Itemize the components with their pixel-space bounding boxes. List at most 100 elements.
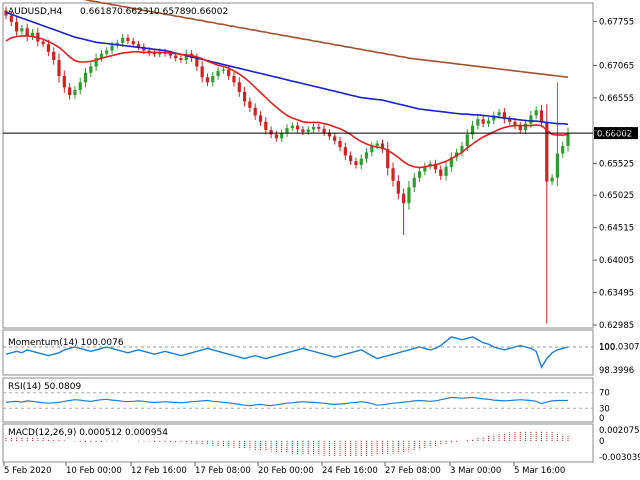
- candle-body: [62, 75, 66, 88]
- price-tick-label: 0.64005: [599, 256, 634, 266]
- candle-body: [68, 87, 72, 96]
- time-tick-label: 20 Feb 00:00: [258, 466, 314, 476]
- candle-body: [523, 123, 528, 131]
- price-tick-label: 0.64515: [599, 224, 634, 234]
- candle-body: [179, 58, 183, 61]
- time-tick-label: 5 Mar 16:00: [514, 466, 565, 476]
- price-tick-label: 0.66555: [599, 94, 634, 104]
- time-tick-label: 10 Feb 00:00: [66, 466, 122, 476]
- momentum-tick-label: 100: [599, 343, 615, 353]
- momentum-tick-label: 100.0307: [599, 343, 640, 353]
- price-tick-label: 0.65025: [599, 191, 634, 201]
- candle-body: [200, 66, 204, 78]
- rsi-tick-label: 30: [599, 404, 610, 414]
- candle-body: [460, 145, 464, 153]
- macd-tick-label: -0.003039: [599, 453, 640, 463]
- candle-body: [513, 121, 517, 126]
- price-tick-label: 0.67755: [599, 18, 634, 28]
- candle-body: [258, 115, 263, 122]
- macd-tick-label: 0.002075: [599, 426, 640, 436]
- candle-body: [221, 69, 225, 71]
- candle-body: [30, 32, 35, 37]
- price-tick-label: 0.62985: [599, 321, 634, 331]
- candle-body: [237, 82, 241, 92]
- candle-body: [566, 133, 570, 146]
- candle-body: [423, 166, 427, 172]
- macd-label: MACD(12,26,9) 0.000512 0.000954: [8, 428, 168, 438]
- candle-body: [402, 193, 406, 204]
- candle-body: [545, 121, 549, 182]
- rsi-line: [5, 396, 568, 407]
- candle-body: [518, 125, 522, 131]
- momentum-tick-label: 98.3996: [599, 366, 634, 376]
- candle-body: [57, 60, 61, 76]
- candle-body: [89, 66, 93, 73]
- time-tick-label: 24 Feb 16:00: [322, 466, 378, 476]
- time-tick-label: 3 Mar 00:00: [450, 466, 501, 476]
- ohlc-high: 0.66231: [117, 7, 154, 17]
- candle-body: [78, 82, 82, 90]
- rsi-layer: 70 300: [3, 389, 610, 424]
- candle-body: [412, 177, 416, 188]
- candle-body: [290, 125, 294, 129]
- candle-body: [205, 77, 210, 83]
- candle-body: [264, 121, 268, 131]
- candle-body: [195, 58, 199, 67]
- rsi-tick-label: 70: [599, 389, 610, 399]
- main-chart-layer: [4, 0, 570, 324]
- candle-body: [370, 145, 374, 153]
- ohlc-low: 0.65789: [154, 7, 191, 17]
- rsi-label: RSI(14) 50.0809: [8, 382, 81, 392]
- candle-body: [311, 126, 316, 130]
- candle-body: [242, 91, 247, 102]
- candle-body: [105, 50, 109, 54]
- candle-body: [184, 53, 188, 61]
- candle-body: [327, 132, 332, 137]
- ohlc-open: 0.66187: [80, 7, 117, 17]
- candle-body: [481, 119, 485, 124]
- macd-tick-label: 0: [599, 437, 604, 447]
- candle-body: [280, 133, 284, 139]
- rsi-pane-frame: [2, 377, 594, 423]
- momentum-label: Momentum(14) 100.0076: [8, 338, 124, 348]
- candle-body: [359, 158, 363, 166]
- candle-body: [433, 163, 438, 170]
- candle-body: [380, 143, 385, 150]
- candle-body: [274, 134, 278, 139]
- candle-body: [470, 125, 475, 135]
- candle-body: [168, 53, 172, 56]
- candle-body: [502, 112, 506, 120]
- candle-body: [83, 72, 88, 83]
- candle-body: [396, 180, 400, 194]
- candle-body: [9, 15, 13, 22]
- time-tick-label: 12 Feb 16:00: [131, 466, 187, 476]
- candle-body: [110, 45, 114, 51]
- price-tick-label: 0.65525: [599, 159, 634, 169]
- candle-body: [216, 70, 220, 76]
- candle-body: [46, 44, 51, 52]
- candle-body: [407, 187, 411, 204]
- candle-body: [529, 115, 533, 124]
- main-chart-frame: [2, 2, 594, 329]
- candle-body: [550, 177, 554, 182]
- candle-body: [99, 53, 104, 59]
- current-price-label: 0.66002: [597, 130, 632, 140]
- candle-body: [301, 129, 305, 132]
- candle-body: [20, 28, 24, 32]
- candle-body: [136, 44, 141, 47]
- axis-layer: 0.66002 0.67755 0.67065 0.66555 0.66040 0.655…: [3, 18, 638, 476]
- candle-body: [391, 168, 395, 181]
- candle-body: [476, 119, 480, 126]
- candle-body: [486, 120, 491, 124]
- candle-body: [121, 37, 125, 43]
- candle-body: [174, 55, 178, 59]
- candle-body: [354, 161, 358, 166]
- ohlc-close: 0.66002: [191, 7, 228, 17]
- price-tick-label: 0.66040: [599, 127, 634, 137]
- candle-body: [227, 69, 231, 76]
- candle-body: [349, 155, 353, 162]
- candle-body: [375, 143, 379, 146]
